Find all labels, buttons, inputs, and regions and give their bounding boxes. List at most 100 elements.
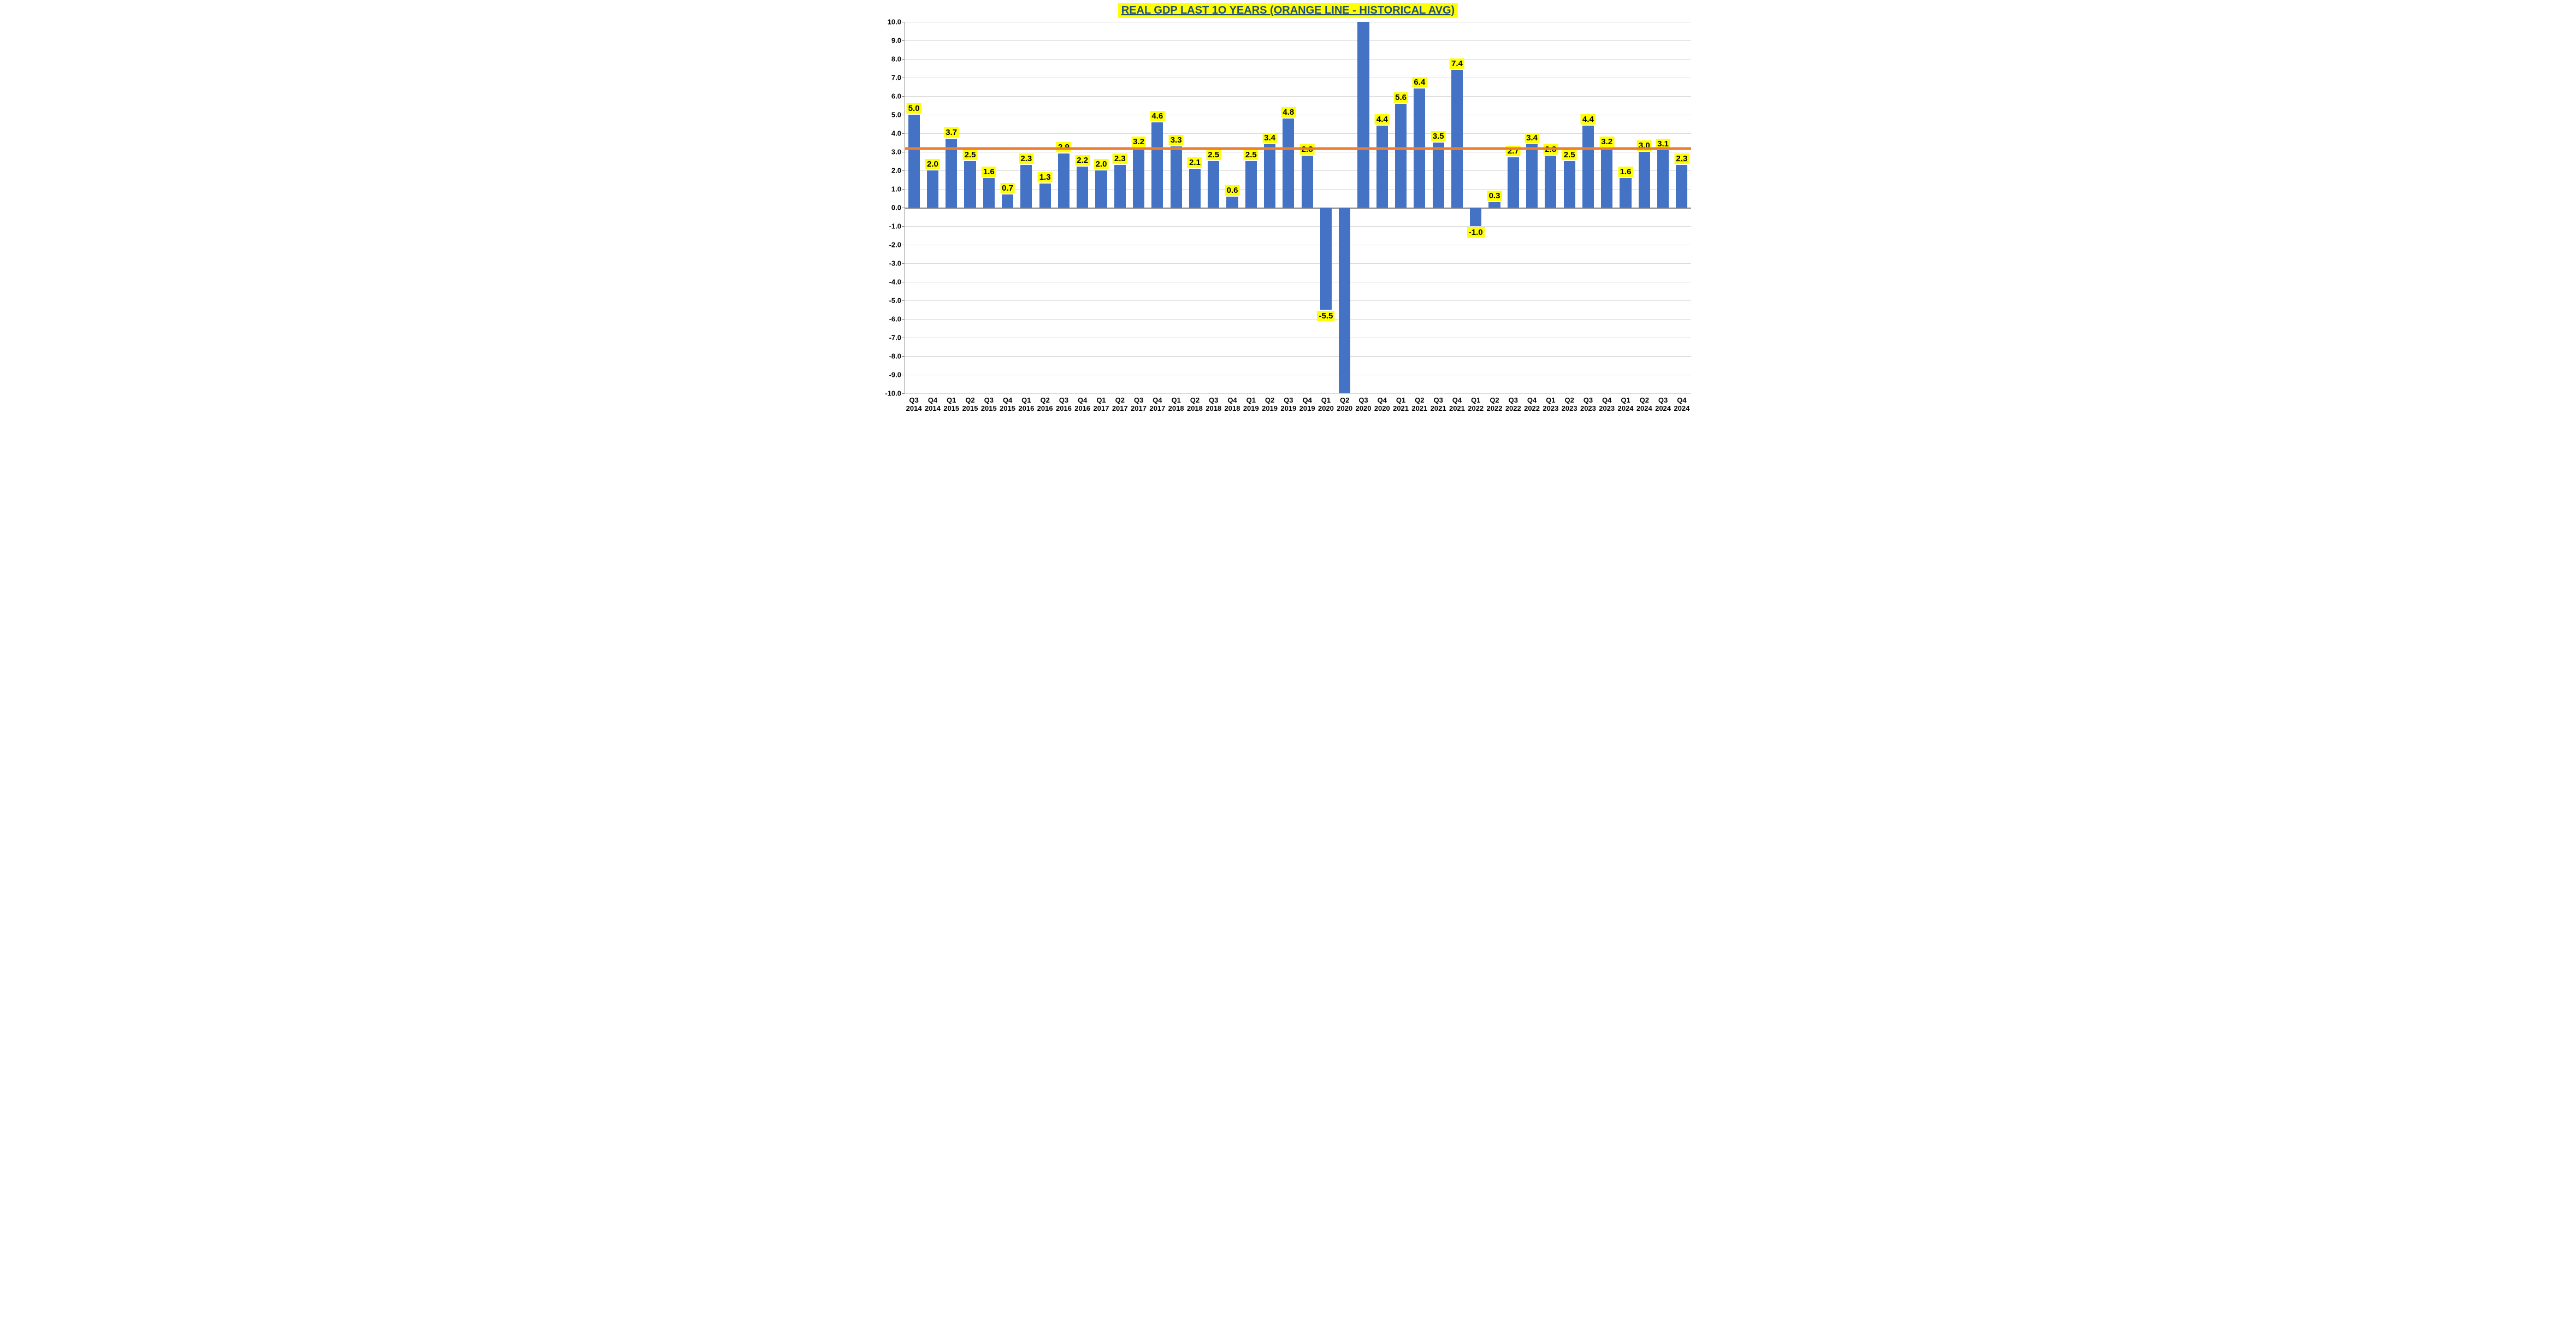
bar-value-label: 5.6 [1393,92,1408,103]
x-tick-label: Q42017 [1149,397,1165,413]
x-tick-label: Q32016 [1056,397,1072,413]
x-tick-label: Q22017 [1112,397,1128,413]
y-tick-label: -5.0 [877,297,901,305]
x-tick-label: Q32018 [1206,397,1221,413]
bar [1339,208,1350,393]
gridline [905,226,1691,227]
bar [1095,170,1107,208]
x-tick-label: Q22018 [1187,397,1203,413]
bar-value-label: 2.2 [1075,155,1090,166]
x-tick-label: Q32015 [981,397,997,413]
x-tick-label: Q42021 [1449,397,1465,413]
y-tick-label: 7.0 [877,74,901,82]
bar-value-label: 1.6 [982,167,996,177]
y-tick-label: 5.0 [877,111,901,119]
chart-title: REAL GDP LAST 1O YEARS (ORANGE LINE - HI… [1118,3,1458,18]
bar [1020,165,1032,208]
x-tick-label: Q22023 [1562,397,1577,413]
bar [927,170,938,208]
bar-value-label: 6.4 [1412,77,1427,87]
gridline [905,393,1691,394]
bar-value-label: 2.3 [1674,153,1689,164]
bar [1376,126,1388,208]
x-tick-label: Q12017 [1094,397,1109,413]
x-tick-label: Q22024 [1636,397,1652,413]
x-tick-label: Q12022 [1468,397,1484,413]
bar [1676,165,1687,208]
y-tick-label: 6.0 [877,92,901,101]
bar [1208,161,1219,208]
x-tick-label: Q42015 [1000,397,1015,413]
y-tick-label: 3.0 [877,148,901,156]
x-tick-label: Q22019 [1262,397,1278,413]
bar-value-label: 3.3 [1169,135,1184,145]
bar-value-label: 4.8 [1281,107,1296,117]
bar [1226,197,1238,208]
gridline [905,356,1691,357]
x-tick-label: Q12024 [1618,397,1634,413]
x-tick-label: Q42018 [1225,397,1240,413]
bar-value-label: 4.4 [1581,114,1596,125]
x-tick-label: Q22015 [962,397,978,413]
x-tick-label: Q42014 [925,397,941,413]
bar [1189,169,1201,208]
y-tick-label: -3.0 [877,259,901,268]
bar-value-label: 2.5 [1244,150,1259,160]
bar-value-label: 0.7 [1000,183,1015,193]
bar-value-label: 2.3 [1113,153,1127,164]
bar-value-label: 4.6 [1150,111,1165,121]
bar [983,178,995,208]
bar [1077,167,1088,208]
y-tick-label: -7.0 [877,334,901,342]
gridline [905,300,1691,301]
y-tick-label: -6.0 [877,315,901,323]
bar-value-label: 1.6 [1618,167,1633,177]
gdp-bar-chart: REAL GDP LAST 1O YEARS (ORANGE LINE - HI… [878,0,1698,426]
bar [1508,157,1519,208]
bar [1357,22,1369,208]
x-tick-label: Q22020 [1337,397,1352,413]
x-tick-label: Q12019 [1243,397,1259,413]
y-tick-label: 8.0 [877,55,901,63]
y-tick-label: 1.0 [877,185,901,193]
bar-value-label: 2.5 [1562,150,1577,160]
bar [1601,148,1612,208]
x-tick-label: Q32017 [1131,397,1147,413]
bar [1582,126,1594,208]
bar-value-label: -5.5 [1317,311,1334,321]
bar [1395,104,1407,208]
bar-value-label: 5.0 [907,103,921,114]
bar [1564,161,1575,208]
bar [1039,184,1051,208]
x-tick-label: Q32023 [1580,397,1596,413]
x-tick-label: Q32024 [1655,397,1671,413]
bar [1433,143,1444,208]
bar-value-label: -1.0 [1467,227,1485,238]
y-tick-label: 4.0 [877,129,901,138]
x-tick-label: Q12023 [1543,397,1558,413]
bar [1171,146,1182,208]
zero-axis-line [905,208,1691,209]
bar-value-label: 3.2 [1599,137,1614,147]
bar [1320,208,1332,310]
x-tick-label: Q22022 [1487,397,1503,413]
bar [1245,161,1257,208]
x-tick-label: Q12021 [1393,397,1409,413]
x-tick-label: Q42016 [1074,397,1090,413]
x-tick-label: Q42023 [1599,397,1615,413]
x-tick-label: Q22021 [1411,397,1427,413]
x-tick-label: Q32019 [1280,397,1296,413]
bar [1657,150,1669,208]
x-tick-label: Q42019 [1299,397,1315,413]
x-tick-label: Q42022 [1524,397,1540,413]
gridline [905,40,1691,41]
y-tick-label: -10.0 [877,389,901,398]
bar [1451,70,1463,208]
bar [1639,152,1650,208]
x-tick-label: Q42024 [1674,397,1689,413]
bar-value-label: 2.0 [1094,159,1109,169]
x-tick-label: Q32014 [906,397,922,413]
bar-value-label: 3.2 [1131,137,1146,147]
bar-value-label: 2.5 [1206,150,1221,160]
y-tick-label: -2.0 [877,241,901,249]
